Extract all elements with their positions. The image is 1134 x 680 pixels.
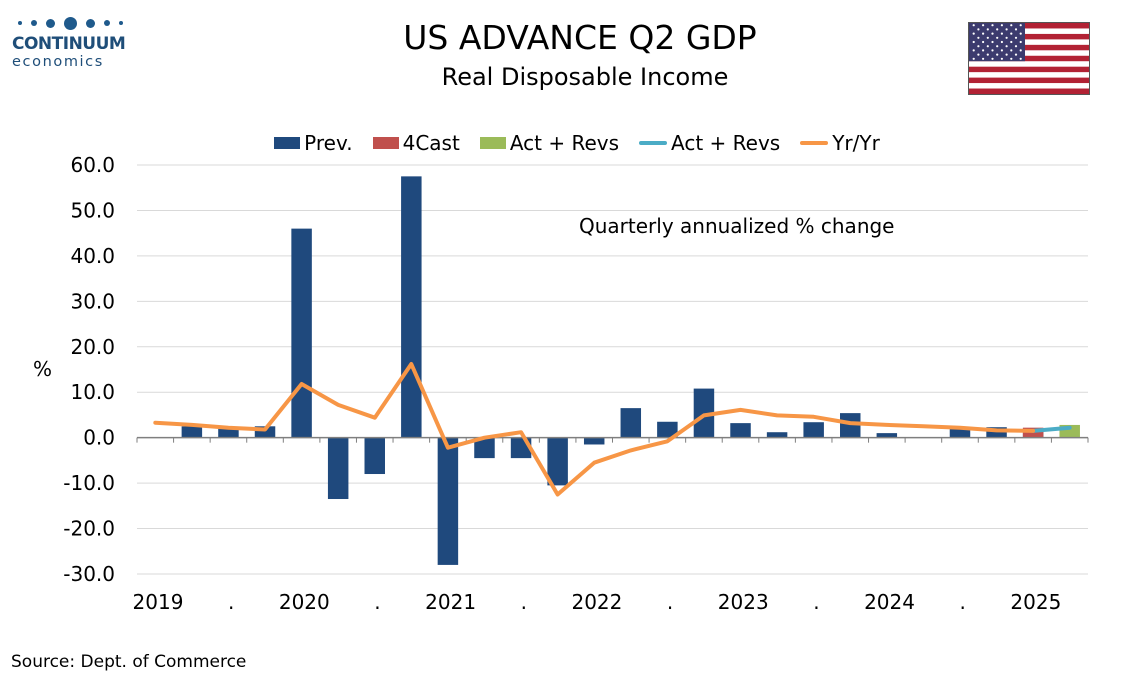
legend-swatch-act-line xyxy=(639,141,668,145)
bar-prev xyxy=(218,428,239,438)
x-tick-label: 2025 xyxy=(1010,590,1061,614)
source-note: Source: Dept. of Commerce xyxy=(11,652,247,672)
x-tick-label: . xyxy=(521,590,527,614)
bar-prev xyxy=(583,437,605,445)
y-tick-label: -30.0 xyxy=(63,562,115,586)
legend-label-prev: Prev. xyxy=(304,131,353,155)
lines xyxy=(153,362,1072,497)
legend-swatch-act-bar xyxy=(479,137,506,149)
x-tick-label: . xyxy=(960,590,966,614)
bar-prev xyxy=(254,426,276,438)
bar-prev xyxy=(876,433,898,438)
y-tick-label: 60.0 xyxy=(70,153,115,177)
y-tick-label: 40.0 xyxy=(70,244,115,268)
bar-prev xyxy=(803,422,824,438)
bar-prev xyxy=(620,408,642,438)
x-tick-label: 2019 xyxy=(133,590,184,614)
legend-item-forecast: 4Cast xyxy=(372,130,460,156)
line-yoy xyxy=(153,362,1036,497)
legend-item-yoy: Yr/Yr xyxy=(800,130,880,156)
x-tick-label: 2022 xyxy=(571,590,622,614)
bar-prev xyxy=(181,426,203,438)
bar-prev xyxy=(693,388,715,438)
bar-prev xyxy=(474,437,495,459)
y-tick-label: 0.0 xyxy=(83,426,115,450)
line-act_line xyxy=(1031,425,1072,433)
y-tick-label: 20.0 xyxy=(70,335,115,359)
bar-prev xyxy=(291,228,312,438)
chart-annotation: Quarterly annualized % change xyxy=(579,214,895,238)
bar-prev xyxy=(657,421,678,438)
bar-prev xyxy=(547,437,568,486)
y-tick-label: -20.0 xyxy=(63,517,115,541)
legend-swatch-forecast xyxy=(372,137,399,149)
x-tick-label: 2021 xyxy=(425,590,476,614)
legend-label-act-bar: Act + Revs xyxy=(509,131,620,155)
chart-subtitle: Real Disposable Income xyxy=(441,63,729,91)
x-axis-ticks: 2019. 2020. 2021. 2022. 2023. 2024. 2025 xyxy=(133,590,1062,614)
bar-prev xyxy=(364,437,385,475)
x-tick-label: 2020 xyxy=(279,590,330,614)
y-tick-label: 10.0 xyxy=(70,380,115,404)
chart-title: US ADVANCE Q2 GDP xyxy=(403,18,757,57)
legend-swatch-prev xyxy=(274,137,301,149)
x-tick-label: . xyxy=(667,590,673,614)
x-tick-label: 2024 xyxy=(864,590,915,614)
bar-prev xyxy=(986,427,1007,438)
legend-label-yoy: Yr/Yr xyxy=(832,131,880,155)
us-flag-icon xyxy=(968,22,1090,95)
y-tick-label: 30.0 xyxy=(70,289,115,313)
x-tick-label: . xyxy=(813,590,819,614)
legend-item-prev: Prev. xyxy=(274,130,353,156)
x-tick-label: . xyxy=(374,590,380,614)
legend-swatch-yoy xyxy=(800,141,829,145)
bar-prev xyxy=(401,176,422,438)
bar-prev xyxy=(949,427,971,438)
chart-legend: Prev. 4Cast Act + Revs Act + Revs Yr/Yr xyxy=(0,130,1134,156)
y-tick-label: 50.0 xyxy=(70,198,115,222)
bar-prev xyxy=(840,413,861,438)
legend-label-act-line: Act + Revs xyxy=(671,131,781,155)
logo-dots-icon xyxy=(12,14,132,32)
bar-prev xyxy=(766,432,788,438)
zero-axis xyxy=(136,436,1089,443)
legend-item-act-bar: Act + Revs xyxy=(479,130,620,156)
bar-prev xyxy=(730,423,751,438)
continuum-logo: CONTINUUM economics xyxy=(12,14,132,70)
x-tick-label: . xyxy=(228,590,234,614)
logo-name: CONTINUUM xyxy=(12,34,126,54)
x-tick-label: 2023 xyxy=(718,590,769,614)
y-tick-label: -10.0 xyxy=(63,471,115,495)
bar-prev xyxy=(437,437,459,565)
logo-sub: economics xyxy=(12,54,104,70)
legend-item-act-line: Act + Revs xyxy=(639,130,780,156)
y-axis-label: % xyxy=(33,357,53,381)
y-axis-ticks: 60.0 50.0 40.0 30.0 20.0 10.0 0.0 -10.0 -20.0 -30… xyxy=(63,153,115,586)
bar-prev xyxy=(327,437,349,500)
legend-label-forecast: 4Cast xyxy=(402,131,460,155)
